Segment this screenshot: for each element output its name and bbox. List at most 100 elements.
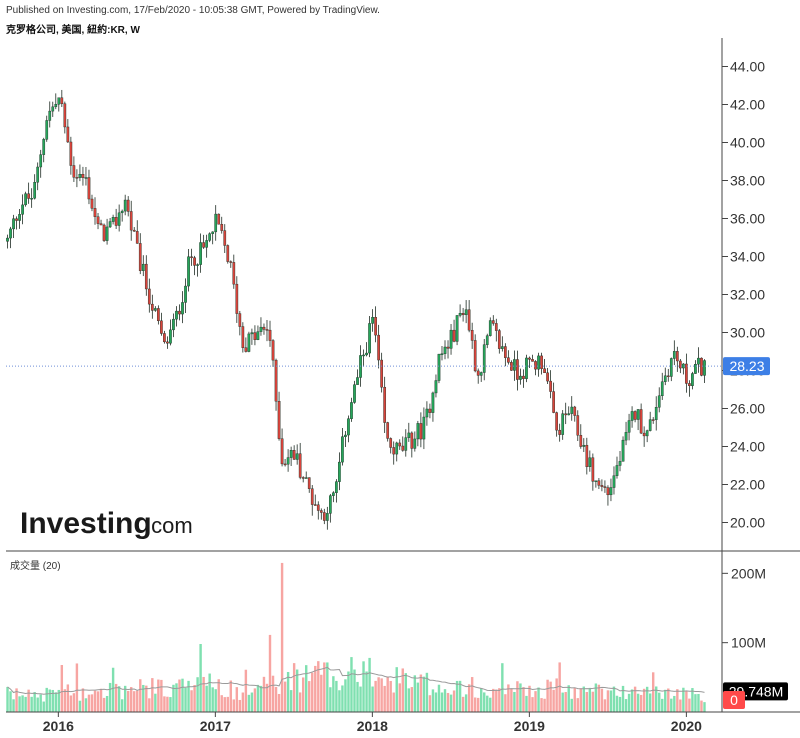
candle-up [672,351,676,359]
volume-bar [139,679,142,712]
volume-bar [513,691,516,712]
candle-up [660,381,664,397]
candle-up [84,177,88,179]
volume-bar [130,687,133,712]
candle-down [528,357,531,360]
time-axis-ticks: 2016 2017 2018 2019 2020 [43,712,702,734]
volume-bar [645,686,649,712]
volume-bar [700,700,703,712]
candle-down [274,359,278,402]
volume-bar [437,684,441,712]
volume-bar [256,684,260,712]
volume-bar [196,677,199,712]
candle-down [446,346,450,349]
volume-bar [238,699,242,712]
volume-bar [320,674,323,712]
time-tick-label: 2020 [671,718,702,734]
volume-bar [69,695,73,712]
candle-down [126,199,130,212]
candle-up [341,436,344,463]
candle-up [519,375,522,380]
candle-up [413,438,417,449]
volume-bar [326,662,329,712]
volume-bar [440,692,444,712]
candle-down [383,386,387,423]
volume-bar [661,698,664,712]
volume-bar [419,674,423,712]
volume-bar [380,678,383,712]
candle-down [685,363,688,384]
candle-up [488,320,492,336]
candle-up [78,174,82,178]
volume-bar [114,683,118,712]
candle-up [117,212,121,226]
candle-down [591,457,595,482]
candle-up [645,430,649,437]
volume-bar [585,692,589,712]
volume-bar [573,687,576,712]
candle-down [226,245,230,262]
candle-down [700,357,703,376]
candle-down [675,351,679,362]
candle-down [190,256,193,258]
candle-down [27,193,30,199]
volume-bar [519,683,522,712]
candle-down [316,504,320,511]
volume-bar [308,681,311,712]
volume-bar [555,678,558,712]
volume-bar [467,684,471,712]
volume-bar [567,685,570,712]
candle-down [66,126,70,143]
volume-bar [323,662,326,712]
price-tick-label: 26.00 [730,401,765,417]
volume-bar [9,691,12,712]
volume-bar [434,692,438,712]
candle-down [374,317,377,336]
candle-up [304,477,308,479]
candle-down [651,419,655,421]
candle-down [69,141,73,166]
candle-down [292,450,296,460]
candle-down [253,332,257,340]
volume-bar [377,677,380,712]
volume-bar [295,669,299,712]
candle-up [42,139,46,155]
zero-volume-badge: 0 [723,691,745,709]
candle-up [208,233,212,241]
volume-bar [395,667,398,712]
volume-bar [546,679,549,712]
candle-up [630,411,634,421]
candle-down [262,326,266,330]
candle-up [609,487,613,496]
volume-bar [458,680,462,712]
candle-down [606,487,610,496]
candle-up [416,423,420,440]
volume-bar [549,681,552,712]
candle-down [232,262,236,285]
volume-bar [217,679,220,712]
candle-up [6,237,9,242]
volume-bar [651,672,655,712]
volume-axis-ticks: 200M 100M [722,565,766,651]
candle-down [319,510,323,513]
volume-bar [516,681,519,712]
candle-up [24,193,27,206]
volume-bar [12,699,15,712]
volume-bar [39,694,42,712]
volume-bar [404,673,407,712]
volume-bar [172,684,175,712]
volume-bar [317,661,320,712]
candle-up [199,242,202,265]
candle-up [431,392,435,413]
candle-up [120,210,124,214]
volume-bar [416,682,420,712]
candle-up [422,416,426,440]
volume-bar [425,672,429,712]
volume-bar [151,678,154,712]
candle-up [365,352,368,356]
volume-bar [670,698,673,712]
volume-bar [184,687,187,712]
candle-up [455,315,459,342]
candle-down [87,177,91,200]
